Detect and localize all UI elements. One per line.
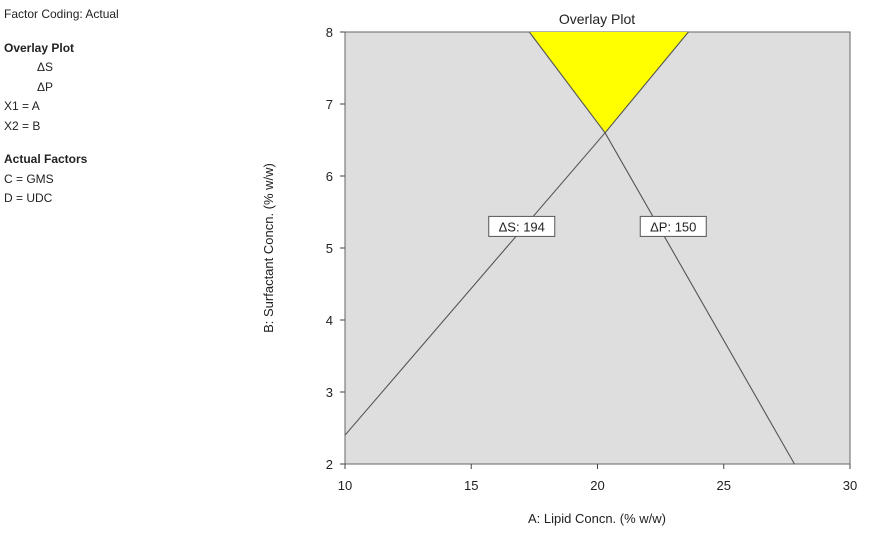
factor-mapping: X2 = B (4, 118, 41, 133)
factor-info-panel: Factor Coding: Actual Overlay Plot ΔS ΔP… (4, 5, 119, 209)
x-tick-label: 15 (464, 478, 478, 493)
contour-label: ΔP: 150 (650, 219, 696, 234)
y-tick-label: 7 (326, 97, 333, 112)
x-tick-label: 10 (338, 478, 352, 493)
y-tick-label: 4 (326, 313, 333, 328)
contour-line (528, 31, 795, 465)
actual-factors-heading: Actual Factors (4, 152, 88, 166)
chart-title: Overlay Plot (559, 11, 635, 27)
y-tick-label: 8 (326, 25, 333, 40)
overlay-plot-heading: Overlay Plot (4, 40, 75, 55)
y-tick-label: 5 (326, 241, 333, 256)
actual-factor: D = UDC (4, 191, 53, 205)
contour-label-box (488, 215, 556, 237)
y-tick-label: 2 (326, 457, 333, 472)
factor-mapping: X1 = A (4, 99, 40, 113)
y-axis-label: B: Surfactant Concn. (% w/w) (261, 163, 276, 333)
x-tick-label: 20 (590, 478, 604, 493)
response-item: ΔP (37, 79, 54, 94)
actual-factor: C = GMS (4, 171, 54, 186)
x-tick-label: 30 (843, 478, 857, 493)
contour-label-box (639, 215, 707, 237)
y-tick-label: 6 (326, 169, 333, 184)
feasible-region (529, 32, 689, 133)
y-tick-label: 3 (326, 385, 333, 400)
contour-label: ΔS: 194 (499, 219, 545, 234)
response-item: ΔS (37, 60, 54, 74)
x-tick-label: 25 (717, 478, 731, 493)
x-axis-label: A: Lipid Concn. (% w/w) (528, 511, 666, 526)
factor-coding-label: Factor Coding: Actual (4, 7, 119, 21)
